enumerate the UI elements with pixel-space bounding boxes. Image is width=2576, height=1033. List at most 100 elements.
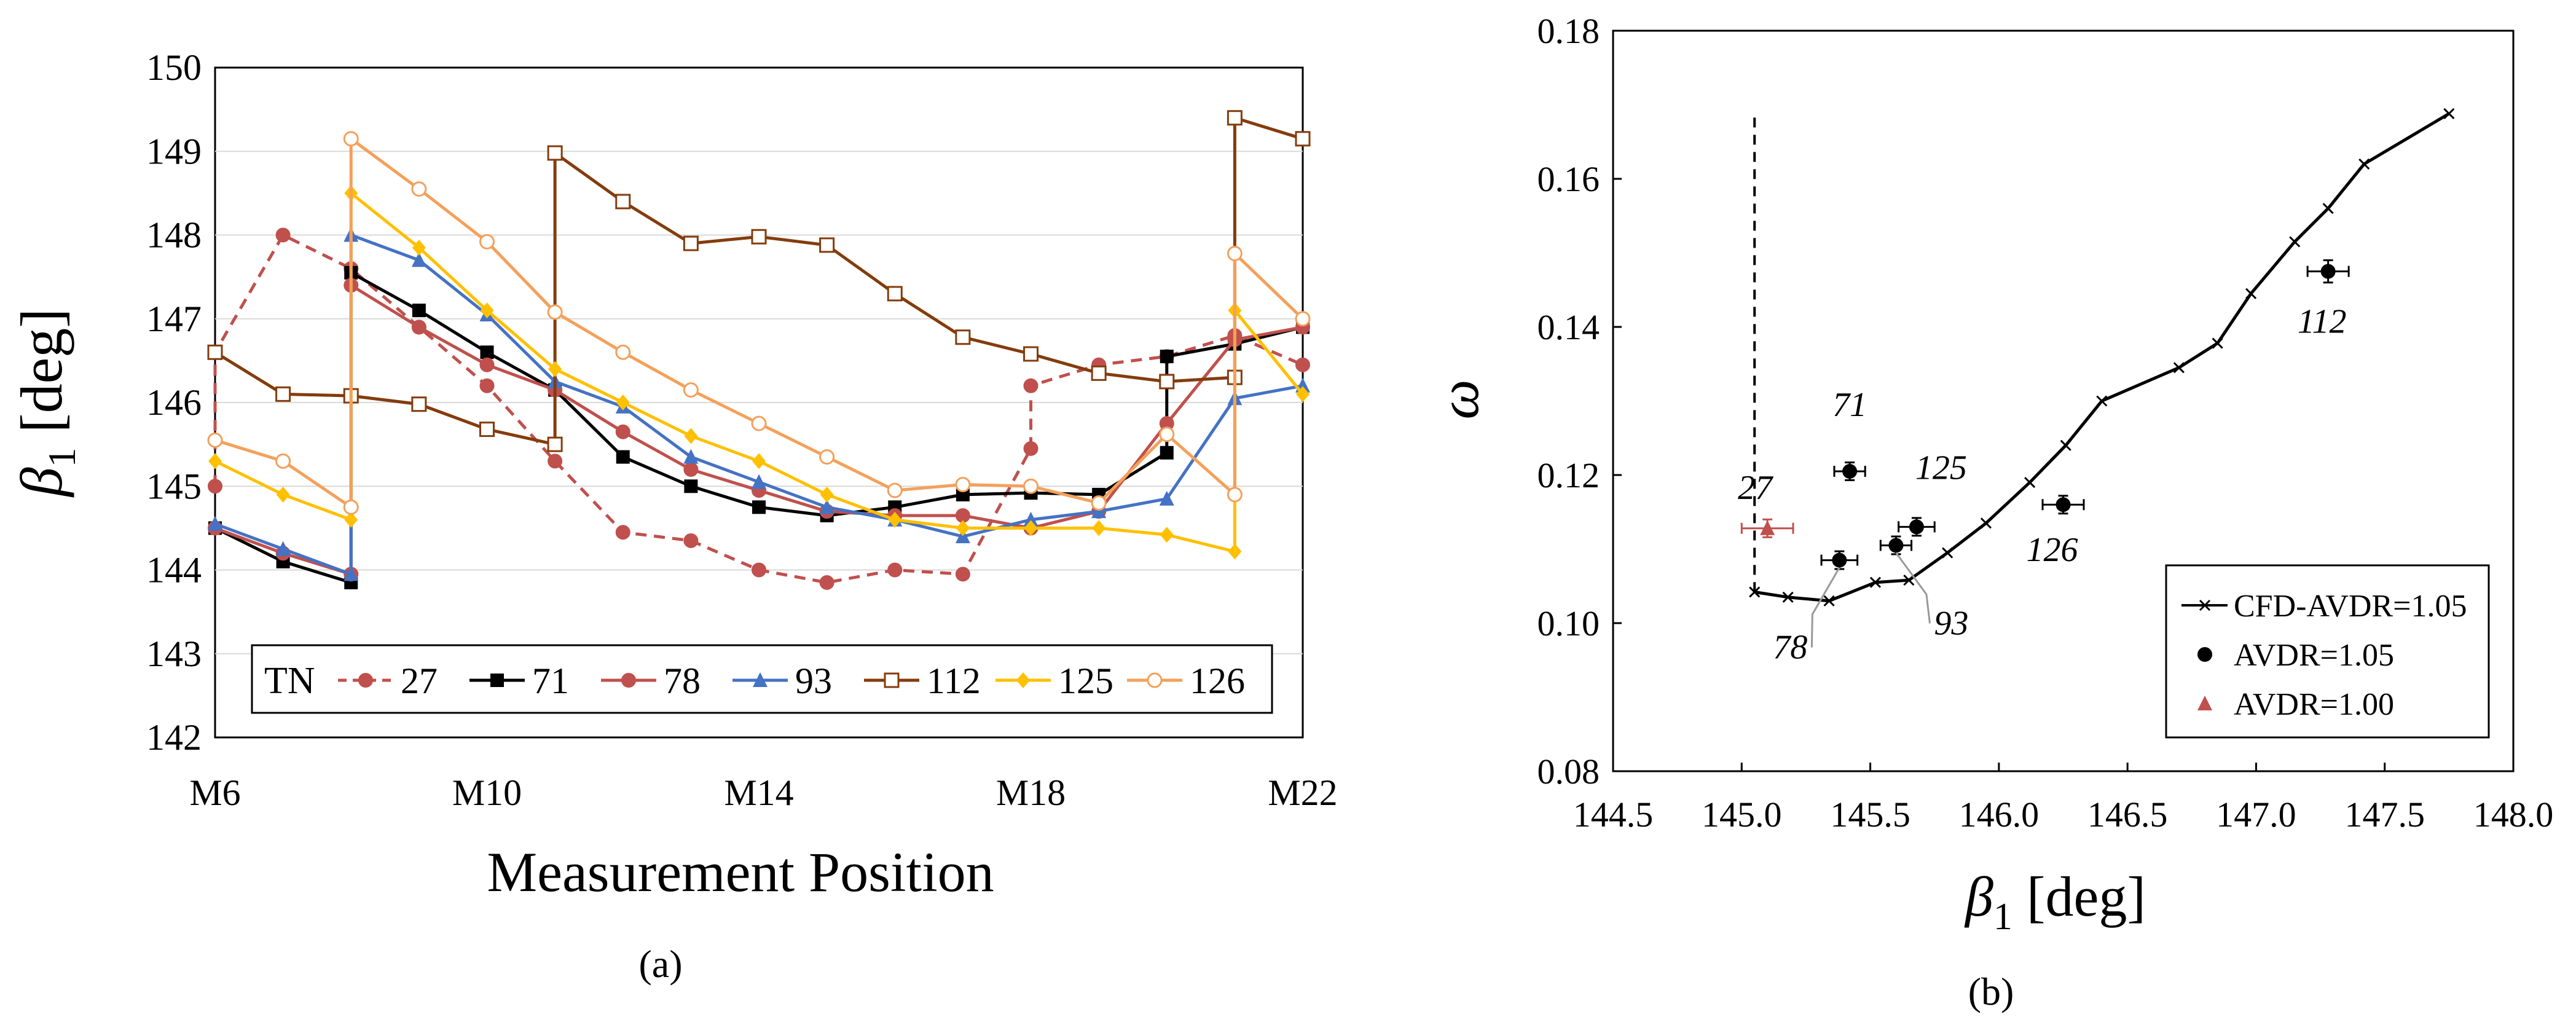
series-126-point [207,432,223,448]
series-93-line [214,232,1303,576]
legend-a-entry-125: 125 [995,661,1113,701]
series-71-point [616,450,630,464]
series-cfd-point [1749,586,1761,598]
series-126-point [275,453,291,469]
plot-b-x-tick-label: 145.5 [1830,795,1910,835]
legend-b-marker [2197,647,2212,662]
series-cfd-point [2060,439,2071,451]
panel-a-label: (a) [638,942,682,986]
series-112-point [1091,365,1107,381]
panel-b-label: (b) [1968,970,2014,1013]
series-125-point [1092,520,1106,536]
avdr100-point-27: 27 [1738,469,1794,538]
series-27-point [683,533,699,548]
series-126-point [887,482,903,498]
series-cfd [1749,108,2455,607]
series-93-point [411,252,426,267]
avdr105-marker [2056,497,2071,513]
legend-a-entry-71: 71 [469,661,569,701]
plot-a-y-axis-label: β1 [deg] [9,308,84,498]
series-27-point [752,562,766,578]
series-71-point [1160,446,1174,460]
legend-a-label: 71 [532,661,569,701]
legend-b-marker [2199,599,2211,611]
series-112-point [547,145,563,161]
series-27-point [208,479,222,494]
legend-a-label: 93 [795,661,832,701]
series-125-point [1160,527,1174,543]
series-126-point [1227,487,1243,503]
plot-a-x-tick-label: M18 [996,772,1066,813]
series-cfd-point [2358,158,2370,170]
series-112-point [207,344,223,360]
series-cfd-point [1980,517,1992,529]
series-27-point [1295,357,1310,372]
series-cfd-point [1942,547,1954,559]
series-125-point [480,302,494,319]
legend-b-box [2165,564,2490,739]
avdr105-marker [1888,538,1904,553]
series-cfd-point [2289,236,2301,248]
series-cfd-line [1754,112,2450,603]
avdr105-point-78: 78 [1773,550,1859,667]
series-71-point [1160,350,1174,364]
series-27-point [479,378,495,393]
series-cfd-point [2173,362,2185,374]
series-126-point [343,131,359,147]
legend-a-label: 126 [1190,661,1245,701]
series-112-point [1295,131,1311,147]
plot-a-x-axis-label: Measurement Position [487,841,994,903]
plot-b-y-axis-label: ω [1427,380,1490,420]
avdr105-marker [1842,463,1858,479]
plot-b-x-tick-label: 148.0 [2473,795,2554,835]
plot-b-y-ticks: 0.08 0.10 0.12 0.14 0.16 0.18 [1537,11,1622,791]
point-label: 93 [1934,604,1968,642]
series-126-point [955,477,971,493]
legend-a-marker [753,672,768,687]
series-93-point [819,499,834,514]
plot-a-y-ticks: 142 143 144 145 146 147 148 149 150 [146,47,202,758]
legend-a-label: 112 [927,661,981,701]
plot-a-y-tick-label: 146 [146,382,202,423]
plot-b-frame [1612,29,2515,772]
plot-a-y-tick-label: 144 [146,550,202,591]
series-112-point [887,286,903,302]
plot-a-y-tick-label: 145 [146,466,202,506]
series-126 [207,131,1311,515]
legend-a-entry-126: 126 [1127,661,1245,701]
series-27-point [819,575,834,590]
avdr105-point-112: 112 [2298,259,2350,341]
plot-b-x-tick-label: 146.5 [2087,795,2168,835]
plot-b-x-tick-label: 147.0 [2216,795,2296,835]
legend-a-entries: 27 71 78 93 112 125 126 [338,661,1245,701]
series-71-point [412,304,426,318]
series-93-point [344,566,359,581]
plot-a-y-tick-label: 142 [146,717,202,758]
plot-a-gridlines [215,151,1303,654]
legend-b-label: AVDR=1.05 [2234,638,2394,673]
series-126-point [683,382,699,398]
series-126-point [1227,245,1243,261]
series-126-point [1023,478,1039,494]
plot-a-x-tick-label: M6 [189,772,240,813]
series-cfd-point [1903,575,1915,586]
legend-a-marker [621,673,636,688]
series-126-point [479,234,495,249]
series-27-point [615,525,630,540]
series-126-point [1091,495,1107,511]
avdr105-point-126: 126 [2027,495,2085,569]
series-78-point [411,320,426,335]
plot-a-series [207,110,1311,590]
series-cfd-point [1823,595,1835,607]
series-78-point [683,462,699,477]
series-27 [208,227,1310,590]
series-93-point [275,541,291,556]
point-label: 27 [1738,469,1773,507]
plot-b-x-tick-label: 144.5 [1573,795,1654,835]
series-27-point [1023,378,1039,393]
legend-b-entries: CFD-AVDR=1.05 AVDR=1.05 AVDR=1.00 [2181,589,2467,722]
series-27-point [1023,441,1039,456]
series-93-point [683,449,699,464]
legend-a: TN 27 71 78 93 112 125 126 [251,644,1273,714]
